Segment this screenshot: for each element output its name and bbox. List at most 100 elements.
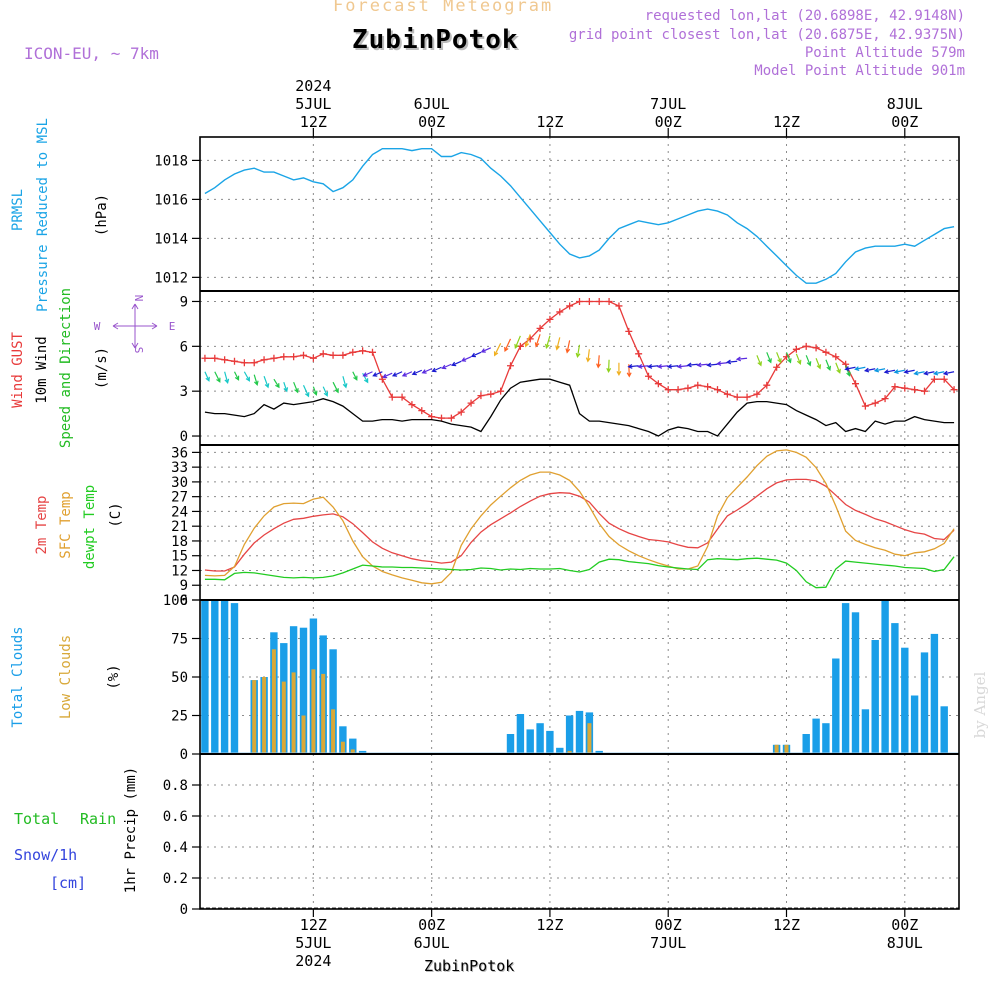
total-clouds-label: Total Clouds bbox=[10, 626, 26, 727]
gust-marker bbox=[654, 380, 662, 388]
y-tick-label: 75 bbox=[171, 632, 188, 648]
gust-marker bbox=[211, 354, 219, 362]
gust-marker bbox=[556, 308, 564, 316]
gust-marker bbox=[240, 359, 248, 367]
wind-direction-arrow bbox=[825, 359, 831, 371]
total-cloud-bar bbox=[536, 723, 544, 754]
watermark: by Angel bbox=[971, 671, 989, 738]
bottom-time-label: 6JUL bbox=[414, 934, 450, 952]
total-cloud-bar bbox=[841, 603, 850, 754]
wind-direction-arrow bbox=[302, 384, 310, 398]
panel-0-grid bbox=[192, 137, 959, 291]
gust-marker bbox=[940, 375, 948, 383]
low-cloud-bar bbox=[301, 715, 306, 754]
wind-direction-arrow bbox=[845, 365, 851, 377]
temp-unit-label: (C) bbox=[108, 502, 124, 527]
wind-direction-arrow bbox=[293, 381, 299, 394]
wind-direction-arrow bbox=[686, 362, 698, 368]
gust-marker bbox=[319, 350, 327, 358]
y-tick-label: 36 bbox=[171, 445, 188, 461]
y-tick-label: 0.2 bbox=[163, 871, 188, 887]
low-cloud-bar bbox=[350, 749, 355, 754]
precip-cm-label: [cm] bbox=[50, 874, 86, 892]
low-cloud-bar bbox=[291, 672, 296, 754]
wind-gust-label: Wind GUST bbox=[10, 332, 26, 408]
wind-direction-arrow bbox=[431, 366, 442, 373]
gust-marker bbox=[566, 302, 574, 310]
wind-direction-arrow bbox=[656, 364, 669, 369]
total-cloud-bar bbox=[822, 723, 830, 754]
compass-north: N bbox=[132, 295, 145, 302]
total-cloud-bar bbox=[506, 734, 515, 754]
y-tick-label: 0 bbox=[180, 902, 188, 918]
gust-marker bbox=[250, 359, 258, 367]
wind-direction-arrow bbox=[441, 363, 452, 370]
wind-direction-arrow bbox=[932, 370, 945, 376]
wind-direction-arrow bbox=[332, 381, 339, 394]
pressure-unit-label: (hPa) bbox=[94, 194, 110, 236]
y-tick-label: 0.8 bbox=[163, 778, 188, 794]
gust-marker bbox=[201, 354, 209, 362]
total-cloud-bar bbox=[565, 715, 574, 754]
wind-direction-arrow bbox=[362, 372, 369, 384]
gust-marker bbox=[418, 407, 426, 415]
wind-direction-arrow bbox=[716, 361, 728, 366]
wind-direction-arrow bbox=[214, 371, 221, 383]
gust-marker bbox=[369, 348, 376, 356]
compass-rose-arrows bbox=[112, 303, 158, 349]
wind-direction-arrow bbox=[224, 371, 230, 384]
wind-direction-arrow bbox=[585, 349, 591, 363]
y-tick-label: 24 bbox=[171, 504, 188, 520]
wind-direction-arrow bbox=[616, 362, 622, 377]
wind-direction-arrow bbox=[273, 378, 280, 389]
total-cloud-bar bbox=[556, 747, 564, 754]
wind-direction-arrow bbox=[606, 359, 612, 374]
low-cloud-bar bbox=[331, 709, 336, 754]
wind-direction-arrow bbox=[545, 335, 551, 350]
wind-direction-arrow bbox=[411, 369, 423, 376]
gust-marker bbox=[930, 375, 938, 383]
total-cloud-bar bbox=[802, 734, 810, 754]
model-label: ICON-EU, ~ 7km bbox=[24, 44, 159, 63]
total-cloud-bar bbox=[812, 718, 820, 754]
y-tick-label: 1016 bbox=[154, 192, 188, 208]
bottom-time-label: 00Z bbox=[418, 916, 445, 934]
total-cloud-bar bbox=[546, 730, 554, 754]
gust-marker bbox=[329, 351, 337, 359]
top-time-label: 6JUL bbox=[414, 95, 450, 113]
wind-direction-arrow bbox=[923, 370, 935, 376]
wind-direction-arrow bbox=[637, 364, 649, 369]
gust-marker bbox=[733, 393, 741, 401]
total-cloud-bar bbox=[595, 750, 603, 754]
gust-marker bbox=[536, 324, 544, 332]
station-name: ZubinPotok bbox=[352, 25, 519, 55]
gust-marker bbox=[477, 392, 485, 400]
gust-marker bbox=[290, 353, 298, 361]
y-tick-label: 12 bbox=[171, 563, 188, 579]
low-cloud-bar bbox=[340, 741, 345, 754]
gust-marker bbox=[852, 380, 859, 388]
low-cloud-bar bbox=[271, 649, 276, 754]
gust-marker bbox=[595, 297, 603, 305]
wind-direction-arrow bbox=[322, 386, 329, 397]
gust-marker bbox=[881, 395, 889, 403]
wind-direction-arrow bbox=[883, 369, 896, 374]
total-cloud-bar bbox=[910, 695, 919, 754]
wind-direction-arrow bbox=[283, 382, 289, 393]
low-cloud-bar bbox=[774, 744, 779, 754]
low-clouds-label: Low Clouds bbox=[58, 635, 74, 719]
wind-direction-arrow bbox=[451, 360, 462, 367]
gust-marker bbox=[605, 297, 613, 305]
dewpoint-line bbox=[204, 556, 955, 589]
gust-marker bbox=[812, 344, 820, 352]
gust-marker bbox=[921, 387, 928, 395]
gust-marker bbox=[260, 356, 268, 364]
gust-marker bbox=[280, 353, 288, 361]
wind-direction-arrow bbox=[725, 359, 738, 365]
gust-marker bbox=[576, 297, 583, 305]
total-cloud-bar bbox=[861, 709, 870, 754]
wind-direction-arrow bbox=[785, 352, 792, 364]
y-tick-label: 1018 bbox=[154, 153, 188, 169]
wind-direction-arrow bbox=[647, 364, 659, 369]
bottom-time-label: 12Z bbox=[300, 916, 327, 934]
